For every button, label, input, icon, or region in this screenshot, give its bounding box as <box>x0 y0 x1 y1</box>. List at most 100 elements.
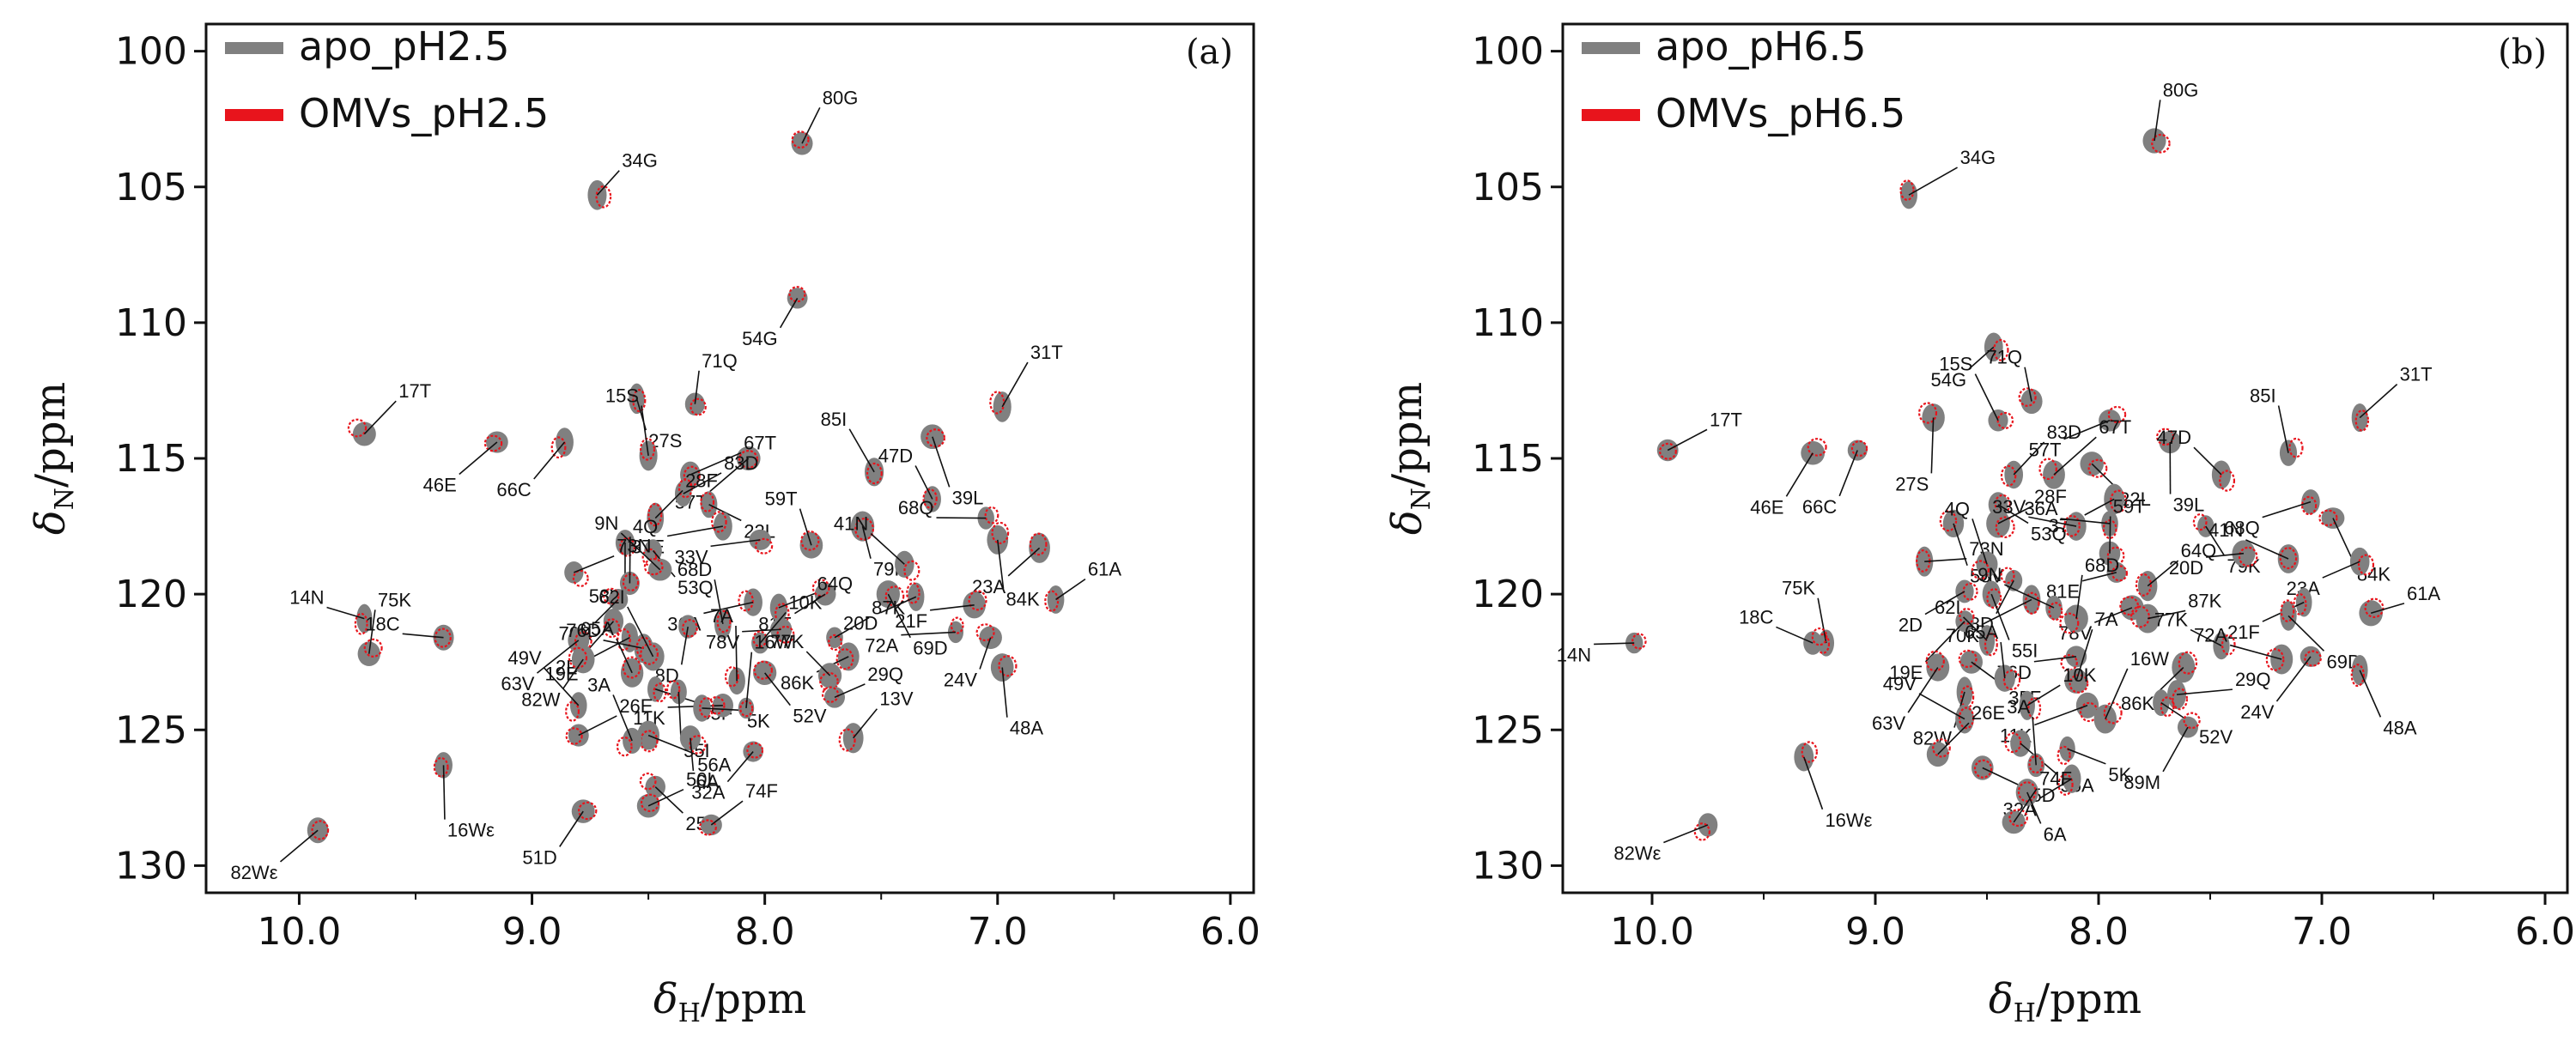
leader-67T <box>2053 436 2097 476</box>
leader-56A <box>647 734 696 755</box>
peak-label-82W: 82W <box>521 689 560 711</box>
peak-apo-85I <box>2279 440 2298 466</box>
peak-label-87K: 87K <box>2188 590 2221 611</box>
peak-omvs-81E <box>811 579 830 597</box>
peak-omvs-28F <box>1995 516 2015 538</box>
leader-32A <box>726 751 754 783</box>
leader-77K <box>2190 628 2222 646</box>
peak-label-68Q: 68Q <box>898 497 934 518</box>
peak-omvs-66C <box>550 436 567 459</box>
peak-label-62I: 62I <box>1935 597 1961 618</box>
peak-omvs-55I <box>1986 588 2002 609</box>
peak-omvs-54G <box>1993 338 2009 361</box>
leader-33V <box>2028 516 2077 527</box>
leader-73N <box>1924 558 1967 562</box>
peak-omvs-9N <box>643 558 664 576</box>
peak-omvs-21F <box>2293 593 2307 615</box>
peak-omvs-27S <box>632 389 647 413</box>
peak-omvs-72A <box>2265 648 2285 671</box>
peak-label-74F: 74F <box>745 780 778 802</box>
peak-label-83D: 83D <box>724 452 758 474</box>
peak-label-18C: 18C <box>365 613 399 634</box>
peak-apo-29Q <box>823 686 846 708</box>
peak-omvs-26E <box>1932 738 1951 758</box>
peak-label-2D: 2D <box>1899 615 1923 636</box>
peak-omvs-86K <box>2178 651 2198 675</box>
peak-omvs-78V <box>776 625 795 644</box>
peak-omvs-53Q <box>641 548 658 567</box>
leader-74F <box>710 800 744 826</box>
peak-omvs-20D <box>906 582 920 604</box>
peak-label-47D: 47D <box>878 445 913 466</box>
peak-omvs-49V <box>1958 706 1975 730</box>
peak-omvs-61A <box>2364 597 2385 618</box>
peak-label-39L: 39L <box>2173 494 2205 516</box>
peak-omvs-6A <box>689 735 707 755</box>
peak-apo-24V <box>2300 646 2322 667</box>
leader-69D <box>887 593 911 639</box>
peak-omvs-3A <box>616 737 633 757</box>
peak-omvs-26E <box>565 727 583 745</box>
leader-62I <box>1962 616 1988 641</box>
leader-46E <box>1785 452 1814 497</box>
leader-3A <box>612 694 633 742</box>
peak-omvs-77K <box>2221 634 2236 656</box>
peak-omvs-15S <box>640 437 656 461</box>
leader-28F <box>654 489 683 519</box>
leader-76D <box>603 640 644 650</box>
x-tick-label: 6.0 <box>1200 910 1261 954</box>
leader-47D <box>914 465 933 500</box>
peak-apo-14N <box>1625 632 1643 654</box>
peak-omvs-84K <box>991 521 1010 544</box>
x-tick-label: 10.0 <box>257 910 341 954</box>
peak-label-26E: 26E <box>1971 702 2005 724</box>
peak-apo-83D <box>674 481 692 507</box>
x-tick-label: 7.0 <box>968 910 1028 954</box>
y-axis: 100 105 110 115 120 125 130 <box>115 30 206 888</box>
leader-17T <box>363 400 397 435</box>
peak-label-75K: 75K <box>378 589 411 610</box>
legend: apo_pH2.5 OMVs_pH2.5 <box>225 23 549 136</box>
peak-omvs-85I <box>2288 437 2304 458</box>
leader-74F <box>2013 788 2038 823</box>
legend-label: apo_pH6.5 <box>1656 23 1866 70</box>
peak-omvs-37E <box>711 511 727 533</box>
peak-apo-75K <box>357 641 380 667</box>
peak-label-71Q: 71Q <box>1986 347 2022 368</box>
x-axis: 10.0 9.0 8.0 7.0 6.0 <box>257 893 1261 954</box>
leader-16W <box>2105 668 2129 719</box>
peak-omvs-10K <box>2027 697 2042 720</box>
y-tick-label: 100 <box>1472 30 1544 74</box>
peak-omvs-61A <box>1044 590 1060 612</box>
leader-25D <box>654 786 683 814</box>
leader-89M <box>2162 726 2189 773</box>
x-tick-label: 9.0 <box>502 910 562 954</box>
leader-26E <box>1937 722 1970 755</box>
peak-label-85I: 85I <box>821 409 848 430</box>
x-axis-title: δH/ppm <box>1989 975 2142 1028</box>
peak-label-16W: 16W <box>2130 648 2169 670</box>
peak-apo-46E <box>1801 440 1826 465</box>
peak-label-24V: 24V <box>2240 701 2274 723</box>
peak-omvs-13V <box>838 728 856 752</box>
peak-omvs-73N <box>572 569 589 587</box>
peak-label-15S: 15S <box>1939 354 1972 375</box>
peak-omvs-75K <box>363 638 383 658</box>
peak-label-28F: 28F <box>2034 486 2067 507</box>
peak-omvs-87K <box>828 634 843 652</box>
peak-label-31T: 31T <box>2400 364 2433 385</box>
leader-63V <box>536 640 580 674</box>
peak-omvs-32A <box>2057 773 2074 796</box>
peak-omvs-69D <box>2280 599 2295 622</box>
peak-label-76D: 76D <box>566 620 600 641</box>
peak-label-66C: 66C <box>496 479 531 500</box>
peak-label-82Wε: 82Wε <box>1613 842 1661 864</box>
leader-62I <box>627 606 654 658</box>
leader-69D <box>2287 615 2325 652</box>
peak-omvs-39L <box>2156 427 2175 446</box>
leader-39L <box>932 436 951 488</box>
peak-omvs-65A <box>2002 670 2021 691</box>
leader-10K <box>2026 684 2061 706</box>
leader-66C <box>533 441 566 480</box>
leader-18C <box>1776 626 1814 644</box>
